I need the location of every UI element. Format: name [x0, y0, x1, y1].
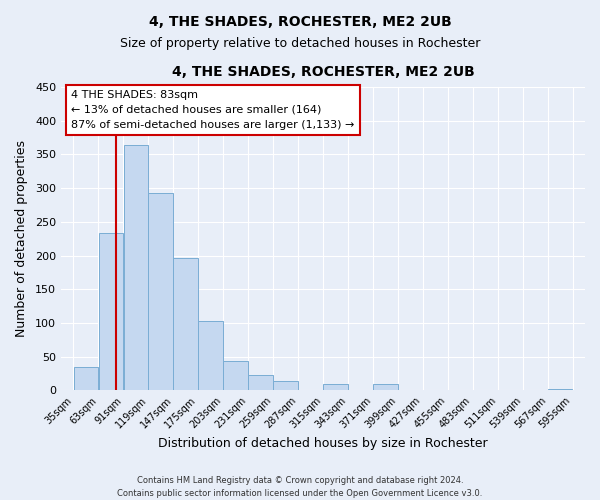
Bar [98, 232, 123, 390]
Y-axis label: Number of detached properties: Number of detached properties [15, 140, 28, 337]
Text: Size of property relative to detached houses in Rochester: Size of property relative to detached ho… [120, 38, 480, 51]
Text: 4, THE SHADES, ROCHESTER, ME2 2UB: 4, THE SHADES, ROCHESTER, ME2 2UB [149, 15, 451, 29]
Bar [548, 389, 572, 390]
Bar [124, 145, 148, 390]
Text: Contains HM Land Registry data © Crown copyright and database right 2024.
Contai: Contains HM Land Registry data © Crown c… [118, 476, 482, 498]
Text: 4 THE SHADES: 83sqm
← 13% of detached houses are smaller (164)
87% of semi-detac: 4 THE SHADES: 83sqm ← 13% of detached ho… [71, 90, 355, 130]
Bar [373, 384, 398, 390]
Bar [148, 193, 173, 390]
Bar [173, 258, 198, 390]
Bar [199, 321, 223, 390]
X-axis label: Distribution of detached houses by size in Rochester: Distribution of detached houses by size … [158, 437, 488, 450]
Bar [273, 381, 298, 390]
Bar [223, 360, 248, 390]
Bar [74, 366, 98, 390]
Bar [323, 384, 347, 390]
Bar [248, 376, 273, 390]
Title: 4, THE SHADES, ROCHESTER, ME2 2UB: 4, THE SHADES, ROCHESTER, ME2 2UB [172, 65, 475, 79]
